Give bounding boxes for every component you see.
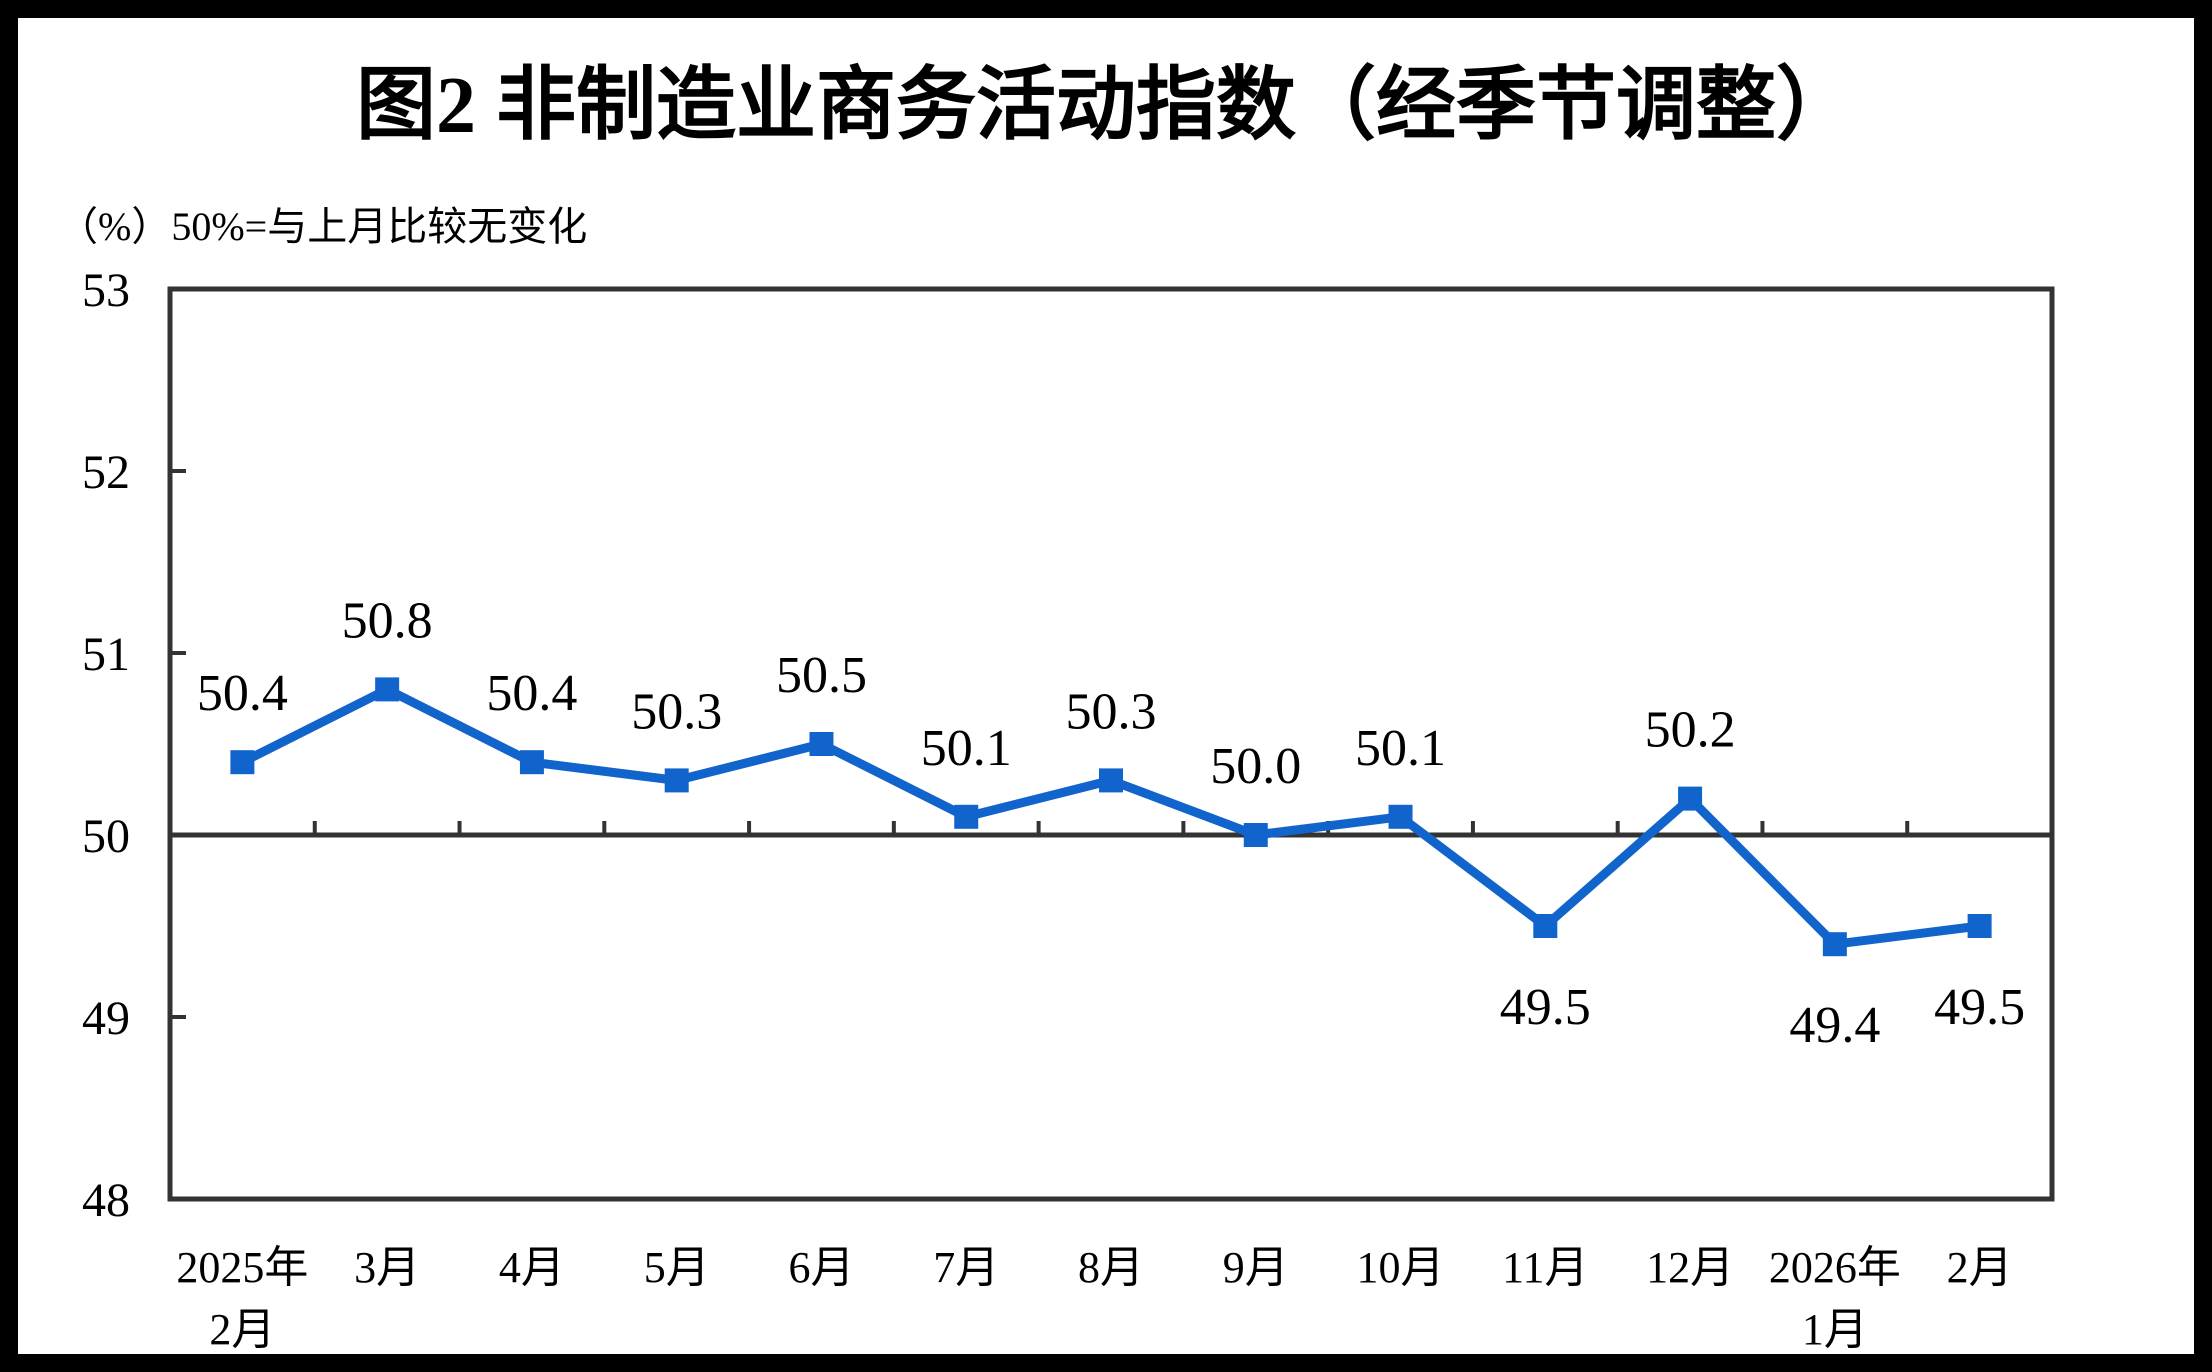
data-point-marker <box>1533 914 1558 938</box>
data-point-marker <box>1678 786 1703 811</box>
data-point-label: 50.2 <box>1645 702 1736 759</box>
x-axis-label: 4月 <box>499 1243 565 1292</box>
x-axis-label: 6月 <box>788 1243 854 1292</box>
data-point-label: 50.5 <box>776 647 867 704</box>
data-point-marker <box>1388 804 1413 829</box>
axis-unit-note: （%）50%=与上月比较无变化 <box>58 204 587 249</box>
data-point-label: 50.8 <box>342 592 433 649</box>
data-point-label: 49.5 <box>1500 979 1591 1036</box>
data-point-label: 50.1 <box>1355 720 1446 777</box>
plot-area-frame <box>167 286 2055 1202</box>
y-axis-label: 49 <box>82 992 130 1045</box>
x-axis-label: 11月 <box>1502 1243 1588 1292</box>
data-point-marker <box>1243 823 1268 847</box>
data-point-marker <box>664 768 689 793</box>
x-axis-label: 3月 <box>354 1243 420 1292</box>
data-point-label: 50.3 <box>631 683 722 740</box>
data-point-label: 49.5 <box>1934 979 2025 1036</box>
x-axis-label: 12月 <box>1646 1243 1734 1292</box>
x-axis-label: 2025年 2月 <box>176 1243 308 1354</box>
x-axis-label: 10月 <box>1357 1243 1445 1292</box>
y-axis-label: 50 <box>82 810 130 863</box>
plot-group: 48 49 50 51 52 53 50.4 50.8 50.4 50.3 50.5 50.1 50.3… <box>82 264 2055 1354</box>
data-point-marker <box>375 677 400 702</box>
y-axis-label: 48 <box>82 1174 130 1227</box>
x-axis-label: 7月 <box>933 1243 999 1292</box>
data-point-label: 50.1 <box>921 720 1012 777</box>
x-axis-label: 9月 <box>1223 1243 1289 1292</box>
data-point-label: 49.4 <box>1789 997 1880 1054</box>
x-axis-label: 2026年 1月 <box>1769 1243 1901 1354</box>
x-axis-label: 5月 <box>644 1243 710 1292</box>
y-axis-label: 53 <box>82 264 130 317</box>
y-axis-label: 52 <box>82 446 130 499</box>
data-point-label: 50.3 <box>1066 683 1157 740</box>
data-point-marker <box>1822 932 1847 957</box>
data-point-marker <box>230 750 255 775</box>
y-axis-label: 51 <box>82 628 130 681</box>
data-point-label: 50.0 <box>1210 738 1301 795</box>
data-point-marker <box>519 750 544 775</box>
data-point-label: 50.4 <box>486 665 577 722</box>
x-axis-label: 8月 <box>1078 1243 1144 1292</box>
data-point-marker <box>954 804 979 829</box>
chart-title: 图2 非制造业商务活动指数（经季节调整） <box>356 62 1856 150</box>
x-axis-label: 2月 <box>1947 1243 2013 1292</box>
data-point-marker <box>1967 914 1992 938</box>
data-point-marker <box>809 732 834 756</box>
data-point-marker <box>1099 768 1123 793</box>
data-point-label: 50.4 <box>197 665 288 722</box>
